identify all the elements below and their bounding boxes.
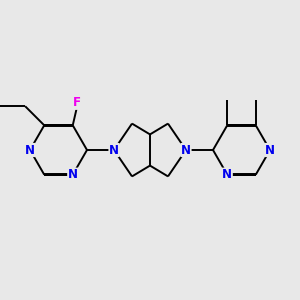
Text: F: F xyxy=(73,96,81,109)
Text: N: N xyxy=(265,143,275,157)
Text: N: N xyxy=(25,143,35,157)
Text: N: N xyxy=(109,143,119,157)
Text: N: N xyxy=(222,168,232,181)
Text: N: N xyxy=(68,168,78,181)
Text: N: N xyxy=(181,143,191,157)
